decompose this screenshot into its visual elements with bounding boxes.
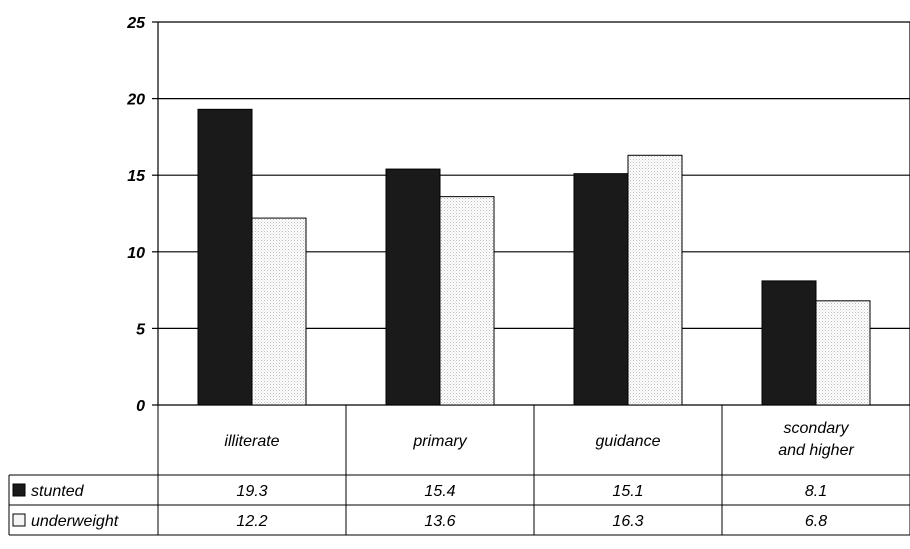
category-label-line: and higher <box>778 442 854 459</box>
data-cell: 13.6 <box>424 513 455 530</box>
bar-stunted-1 <box>385 168 441 406</box>
y-tick-label: 5 <box>136 321 146 338</box>
y-tick-label: 20 <box>126 92 145 109</box>
legend-marker-stunted <box>12 483 26 497</box>
category-label: guidance <box>596 433 661 450</box>
data-cell: 6.8 <box>805 513 827 530</box>
data-cell: 16.3 <box>612 513 643 530</box>
bar-stunted-3 <box>761 280 817 406</box>
legend-label-underweight: underweight <box>31 513 119 530</box>
data-cell: 15.1 <box>612 483 643 500</box>
category-label: scondary and higher <box>778 420 854 459</box>
y-tick-label: 0 <box>136 398 145 415</box>
y-tick-label: 10 <box>127 245 145 262</box>
legend-marker-underweight <box>12 513 26 527</box>
category-label: illiterate <box>224 433 279 450</box>
bar-underweight-0 <box>251 217 307 406</box>
data-cell: 19.3 <box>236 483 267 500</box>
bar-underweight-2 <box>627 154 683 406</box>
bars <box>197 108 871 406</box>
data-cell: 8.1 <box>805 483 827 500</box>
data-cell: 15.4 <box>424 483 455 500</box>
category-label-line: scondary <box>784 420 850 437</box>
data-table: illiterate primary guidance scondary and hig… <box>8 405 910 536</box>
legend-label-stunted: stunted <box>31 483 85 500</box>
category-label: primary <box>412 433 467 450</box>
bar-stunted-2 <box>573 173 629 406</box>
y-tick-label: 15 <box>127 168 146 185</box>
bar-underweight-1 <box>439 196 495 406</box>
bar-stunted-0 <box>197 108 253 406</box>
data-cell: 12.2 <box>236 513 267 530</box>
bar-underweight-3 <box>815 300 871 406</box>
y-tick-label: 25 <box>126 15 146 32</box>
